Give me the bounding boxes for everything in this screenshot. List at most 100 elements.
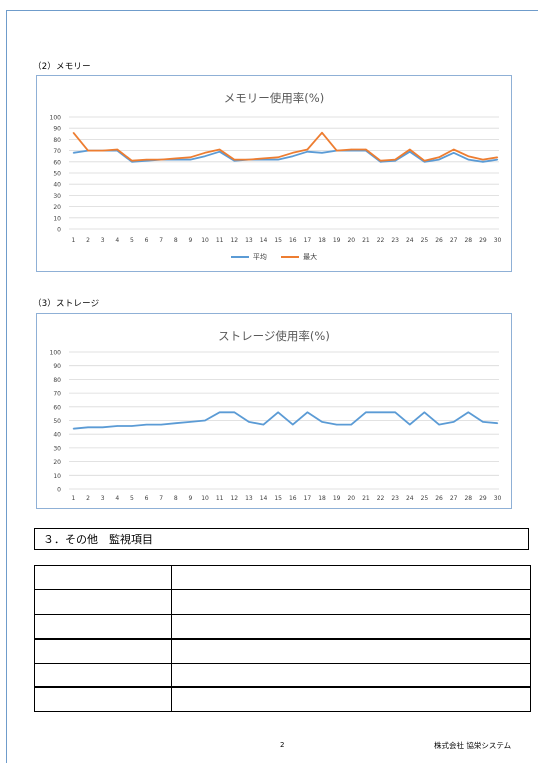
x-tick-label: 10 <box>201 495 209 502</box>
data-point <box>131 425 133 427</box>
data-point <box>233 158 235 161</box>
x-tick-label: 23 <box>391 237 399 244</box>
x-tick-label: 11 <box>216 495 224 502</box>
x-tick-label: 2 <box>86 495 90 502</box>
x-tick-label: 22 <box>377 495 385 502</box>
data-point <box>72 152 74 154</box>
x-tick-label: 20 <box>347 237 355 244</box>
memory-chart: メモリー使用率(%) 0 10 20 30 40 50 60 70 80 90 100 1 2 3 4 5 6 7… <box>36 75 512 272</box>
data-point <box>131 160 133 162</box>
data-point <box>467 158 469 161</box>
data-point <box>482 421 484 423</box>
series-line-primary <box>73 149 498 163</box>
data-point <box>453 152 455 154</box>
table-row <box>34 637 531 664</box>
legend-item-avg: 平均 <box>230 252 267 262</box>
data-point <box>336 424 338 426</box>
x-tick-label: 30 <box>494 237 502 244</box>
x-tick-label: 21 <box>362 495 370 502</box>
x-tick-label: 1 <box>71 237 75 244</box>
data-point <box>438 158 440 161</box>
x-tick-label: 25 <box>421 237 429 244</box>
x-tick-label: 6 <box>145 495 149 502</box>
data-point <box>175 422 177 424</box>
storage-chart-title: ストレージ使用率(%) <box>218 329 330 343</box>
x-tick-label: 13 <box>245 237 253 244</box>
table-row <box>34 589 531 615</box>
data-point <box>453 421 455 423</box>
data-point <box>277 156 279 158</box>
data-point <box>189 421 191 423</box>
data-point <box>306 148 309 151</box>
storage-chart: ストレージ使用率(%) 0 10 20 30 40 50 60 70 80 90 100 1 2 3 4 5 6… <box>36 313 512 509</box>
y-tick-label: 100 <box>50 350 62 357</box>
x-tick-label: 16 <box>289 495 297 502</box>
table-cell-item <box>34 613 172 640</box>
table-cell-detail <box>171 613 531 640</box>
company-name: 株式会社 協栄システム <box>434 741 512 750</box>
data-point <box>438 424 440 426</box>
data-point <box>233 411 235 413</box>
data-point <box>409 424 411 426</box>
x-tick-label: 29 <box>479 237 487 244</box>
data-point <box>87 150 89 152</box>
data-point <box>87 426 89 428</box>
x-tick-label: 10 <box>201 237 209 244</box>
data-point <box>189 158 191 161</box>
x-tick-label: 24 <box>406 237 414 244</box>
y-tick-label: 50 <box>53 418 61 425</box>
table-cell-detail <box>171 686 531 713</box>
y-tick-label: 10 <box>53 473 61 480</box>
x-tick-label: 2 <box>86 237 90 244</box>
x-tick-label: 7 <box>159 237 163 244</box>
x-tick-label: 3 <box>101 237 105 244</box>
data-point <box>350 424 352 426</box>
x-tick-label: 19 <box>333 237 341 244</box>
legend-label-max: 最大 <box>303 253 318 261</box>
y-tick-label: 70 <box>53 391 61 398</box>
data-point <box>438 156 440 158</box>
x-tick-label: 24 <box>406 495 414 502</box>
x-tick-label: 4 <box>115 495 119 502</box>
memory-chart-title: メモリー使用率(%) <box>223 91 325 105</box>
y-tick-label: 20 <box>53 204 61 211</box>
table-cell-item <box>34 564 172 591</box>
data-point <box>409 151 411 153</box>
data-point <box>219 411 221 413</box>
data-point <box>482 158 484 161</box>
y-tick-label: 100 <box>50 115 62 122</box>
y-tick-label: 40 <box>53 432 61 439</box>
data-point <box>116 425 118 427</box>
page-number: 2 <box>280 741 285 749</box>
data-point <box>145 424 148 426</box>
data-point <box>116 148 118 151</box>
x-tick-label: 26 <box>435 495 443 502</box>
data-point <box>482 161 484 163</box>
table-cell-detail <box>171 564 531 591</box>
legend-item-max: 最大 <box>281 252 317 262</box>
data-point <box>409 148 411 151</box>
data-point <box>102 150 104 152</box>
x-tick-label: 9 <box>188 495 192 502</box>
x-tick-label: 5 <box>130 495 134 502</box>
table-cell-item <box>34 637 172 664</box>
table-cell-detail <box>171 637 531 664</box>
x-tick-label: 26 <box>435 237 443 244</box>
x-tick-label: 12 <box>230 495 238 502</box>
monitoring-items-table <box>34 564 531 713</box>
x-tick-label: 1 <box>71 495 75 502</box>
y-tick-label: 80 <box>53 377 61 384</box>
data-point <box>277 411 279 413</box>
x-tick-label: 18 <box>318 237 326 244</box>
table-cell-detail <box>171 589 531 615</box>
data-point <box>306 151 309 153</box>
y-tick-label: 30 <box>53 193 61 200</box>
data-point <box>365 148 367 151</box>
x-tick-label: 22 <box>377 237 385 244</box>
data-point <box>321 132 323 134</box>
x-tick-label: 11 <box>216 237 224 244</box>
legend-swatch-max <box>281 256 300 258</box>
data-point <box>394 158 396 161</box>
data-point <box>321 152 323 154</box>
